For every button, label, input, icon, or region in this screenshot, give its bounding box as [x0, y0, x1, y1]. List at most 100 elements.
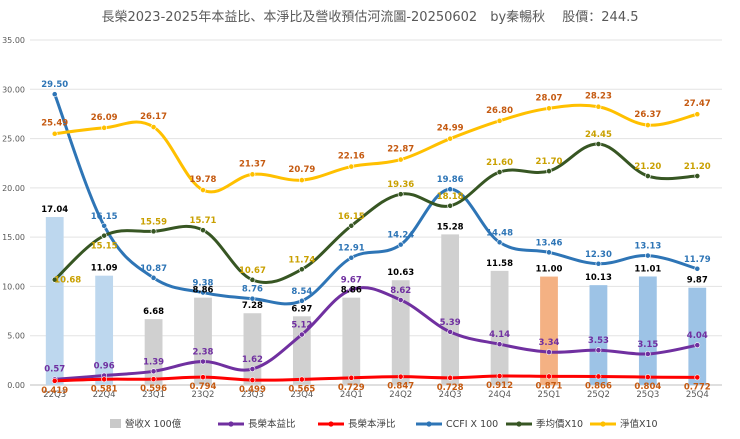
data-label: 11.00	[536, 265, 563, 275]
data-point	[496, 239, 503, 246]
data-point	[496, 373, 503, 379]
data-point	[101, 376, 108, 383]
data-point	[546, 349, 552, 355]
data-label: 19.78	[190, 175, 217, 185]
data-point	[397, 241, 404, 248]
legend-swatch	[110, 419, 121, 428]
y-tick-label: 25.00	[2, 135, 25, 144]
data-label: 0.728	[437, 383, 464, 393]
data-point	[200, 358, 206, 365]
y-axis: 0.00 5.00 10.00 15.00 20.00 25.00 30.00 35.00	[2, 36, 25, 390]
data-point	[496, 117, 503, 124]
data-point	[298, 297, 305, 304]
data-label: 12.30	[585, 250, 612, 260]
data-point	[348, 254, 355, 261]
legend: 營收X 100億 長榮本益比 長榮本淨比 CCFI X 100 季均價X10 淨值X10	[110, 418, 658, 430]
x-tick-label: 22Q4	[93, 390, 116, 400]
data-label: 8.76	[242, 285, 263, 295]
y-tick-label: 35.00	[2, 36, 25, 45]
bar	[45, 217, 64, 385]
series-line	[53, 103, 699, 194]
y-tick-label: 20.00	[2, 184, 25, 193]
data-point	[397, 156, 404, 163]
data-label: 11.09	[91, 264, 118, 274]
data-point	[546, 168, 552, 174]
data-labels: 17.04 11.09 6.68 8.86 7.28 6.97 8.86 10.63 15.28…	[41, 80, 711, 396]
data-label: 9.67	[341, 276, 362, 286]
bar	[638, 276, 657, 385]
y-tick-label: 30.00	[2, 85, 25, 94]
data-point	[447, 186, 454, 193]
data-label: 3.15	[637, 340, 658, 350]
data-label: 0.96	[94, 362, 115, 372]
y-tick-label: 0.00	[7, 381, 25, 390]
data-label: 8.54	[291, 287, 312, 297]
legend-label: 長榮本益比	[248, 418, 296, 430]
data-label: 15.71	[190, 216, 217, 226]
data-label: 20.79	[288, 165, 315, 175]
data-point	[397, 373, 404, 380]
data-label: 26.80	[486, 106, 513, 116]
bar	[490, 270, 509, 385]
data-label: 15.15	[91, 242, 118, 252]
data-point	[249, 377, 256, 383]
data-label: 3.53	[588, 336, 609, 346]
data-label: 3.34	[539, 338, 560, 348]
y-tick-label: 15.00	[2, 233, 25, 242]
series-line	[53, 286, 699, 381]
data-point	[249, 295, 256, 302]
data-label: 6.68	[143, 307, 164, 317]
series-line	[53, 92, 699, 306]
data-label: 10.87	[140, 264, 167, 274]
data-label: 21.20	[684, 162, 711, 172]
data-point	[150, 376, 157, 383]
data-label: 25.49	[41, 119, 68, 129]
data-label: 21.60	[486, 158, 513, 168]
data-label: 0.866	[585, 381, 612, 391]
legend-label: 淨值X10	[620, 418, 658, 430]
data-label: 14.48	[486, 228, 513, 238]
bar	[441, 234, 460, 385]
data-label: 21.70	[536, 157, 563, 167]
grid	[30, 39, 722, 386]
data-label: 8.86	[341, 286, 362, 296]
data-point	[694, 265, 701, 272]
data-point	[496, 169, 503, 175]
data-point	[249, 171, 256, 178]
data-label: 6.97	[291, 304, 312, 314]
data-point	[200, 227, 206, 234]
data-point	[694, 111, 701, 118]
data-point	[447, 374, 454, 381]
data-label: 8.62	[390, 286, 411, 296]
y-tick-label: 10.00	[2, 282, 25, 291]
data-point	[150, 124, 157, 130]
data-label: 9.38	[193, 279, 214, 289]
bar-series	[45, 217, 707, 385]
data-point	[298, 266, 305, 273]
x-tick-label: 24Q1	[340, 390, 363, 400]
data-label: 15.59	[140, 217, 167, 227]
data-label: 0.871	[536, 381, 563, 391]
data-point	[447, 202, 454, 209]
data-point	[595, 141, 602, 147]
data-label: 12.91	[338, 244, 365, 254]
data-point	[595, 373, 602, 380]
data-point	[249, 276, 256, 283]
data-label: 0.794	[190, 382, 217, 392]
data-point	[150, 274, 157, 281]
legend-marker	[228, 421, 234, 427]
data-point	[348, 286, 355, 293]
legend-label: CCFI X 100	[446, 419, 498, 430]
data-label: 17.04	[41, 205, 68, 215]
data-label: 0.772	[684, 382, 711, 392]
bar	[243, 313, 262, 385]
data-label: 14.24	[387, 231, 414, 241]
data-point	[51, 130, 58, 137]
bar	[589, 285, 608, 385]
x-tick-label: 24Q3	[439, 390, 462, 400]
x-tick-label: 25Q3	[636, 390, 659, 400]
legend-marker	[600, 421, 606, 427]
data-point	[447, 135, 454, 142]
data-label: 24.99	[437, 124, 464, 134]
data-point	[101, 222, 108, 229]
